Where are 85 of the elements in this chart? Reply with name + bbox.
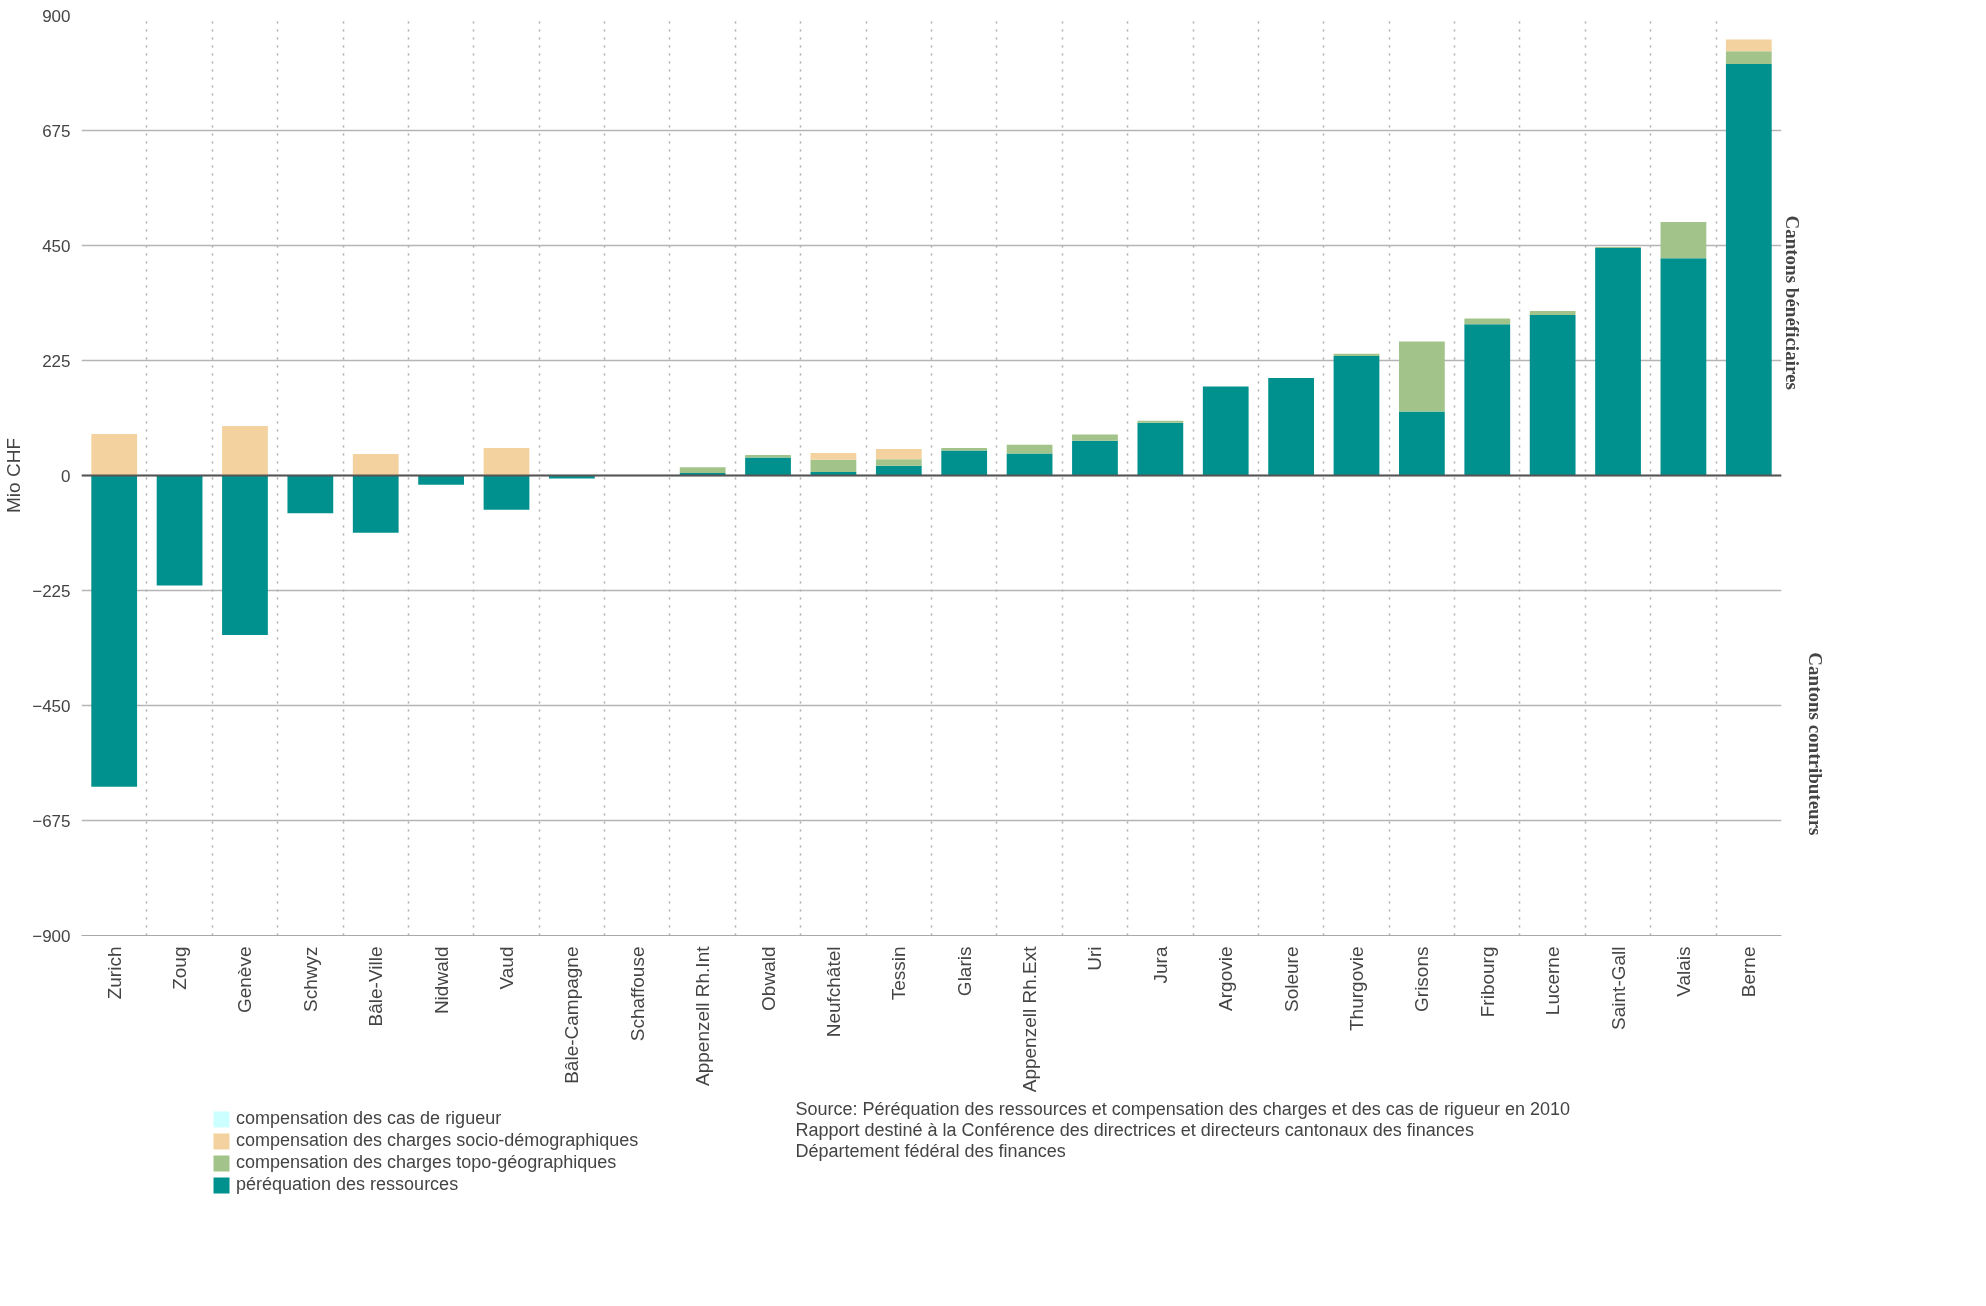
- x-tick-label: Thurgovie: [1346, 946, 1367, 1031]
- bar: [941, 450, 988, 476]
- bar: [1202, 386, 1249, 476]
- x-tick-label: Jura: [1149, 946, 1171, 984]
- bar: [1268, 377, 1314, 476]
- y-tick-label: 675: [42, 121, 71, 141]
- x-tick-label: Lucerne: [1542, 946, 1564, 1016]
- bar: [875, 459, 922, 466]
- bar: [1399, 411, 1445, 476]
- x-tick-label: Soleure: [1280, 946, 1302, 1012]
- x-tick-label: Grisons: [1411, 946, 1433, 1012]
- y-tick-label: −900: [32, 926, 71, 946]
- bar: [745, 455, 791, 458]
- x-tick-label: Schwyz: [299, 946, 321, 1012]
- x-tick-label: Nidwald: [430, 946, 452, 1015]
- bar: [875, 465, 922, 476]
- bar: [1399, 341, 1445, 412]
- x-tick-label: Schaffouse: [626, 946, 648, 1042]
- annotation: Cantons bénéficiaires: [1781, 215, 1803, 390]
- bar: [287, 475, 334, 514]
- bar: [1333, 353, 1380, 356]
- bar: [483, 447, 530, 476]
- x-tick-label: Argovie: [1215, 946, 1237, 1011]
- legend-label: péréquation des ressources: [236, 1174, 459, 1195]
- x-tick-label: Fribourg: [1476, 946, 1498, 1018]
- legend-label: compensation des charges topo-géographiques: [236, 1152, 617, 1173]
- bar: [745, 457, 791, 476]
- bar: [1333, 355, 1380, 476]
- source-note: Source: Péréquation des ressources et compensation des charges et des cas de rigueur en 2010: [795, 1098, 1570, 1119]
- legend-label: compensation des cas de rigueur: [236, 1108, 502, 1129]
- bar: [1725, 51, 1772, 65]
- bar: [810, 453, 857, 460]
- y-tick-label: −225: [32, 581, 71, 601]
- x-tick-label: Berne: [1738, 946, 1760, 998]
- bar: [352, 454, 399, 476]
- bar: [1006, 453, 1053, 476]
- bar: [1072, 440, 1118, 476]
- bar: [1529, 315, 1576, 476]
- x-tick-label: Neufchâtel: [822, 946, 844, 1038]
- bar: [679, 467, 726, 473]
- bar: [810, 459, 857, 472]
- x-tick-label: Uri: [1084, 946, 1106, 971]
- x-tick-label: Vaud: [496, 946, 517, 990]
- y-axis-title: Mio CHF: [3, 438, 25, 513]
- x-tick-label: Saint-Gall: [1607, 946, 1629, 1030]
- bar: [1006, 444, 1053, 454]
- x-tick-label: Appenzell Rh.Ext: [1019, 945, 1041, 1093]
- y-tick-label: 225: [42, 351, 71, 371]
- y-tick-label: −675: [32, 811, 71, 831]
- y-tick-label: −450: [32, 696, 71, 716]
- bar: [1660, 221, 1707, 259]
- bar: [1660, 258, 1707, 476]
- bar: [1464, 324, 1511, 476]
- bar: [1725, 64, 1772, 476]
- bar: [352, 475, 399, 533]
- x-tick-label: Genève: [234, 946, 256, 1014]
- text: Rapport destiné à la Conférence des directrices et directeurs cantonaux des finances: [795, 1119, 1474, 1140]
- y-tick-label: 900: [42, 6, 71, 26]
- bar: [1137, 422, 1184, 476]
- bar: [1137, 420, 1184, 423]
- x-tick-label: Valais: [1672, 946, 1694, 997]
- x-tick-label: Appenzell Rh.Int: [692, 945, 714, 1086]
- y-tick-label: 450: [42, 236, 71, 256]
- bar: [1529, 310, 1576, 316]
- x-tick-label: Zoug: [169, 946, 191, 990]
- x-tick-label: Bâle-Ville: [365, 946, 387, 1027]
- y-tick-label: 0: [61, 466, 71, 486]
- x-tick-label: Zurich: [103, 946, 125, 1000]
- x-tick-label: Tessin: [888, 946, 910, 1001]
- bar: [1595, 248, 1641, 476]
- bar: [1072, 434, 1118, 441]
- x-tick-label: Glaris: [953, 946, 975, 997]
- bar: [875, 448, 922, 460]
- legend-label: compensation des charges socio-démographiques: [236, 1130, 639, 1151]
- bar: [483, 475, 530, 510]
- bar: [1725, 39, 1772, 52]
- text: Cantons contributeurs: [1804, 652, 1826, 836]
- x-tick-label: Obwald: [757, 946, 779, 1011]
- bar: [222, 475, 268, 635]
- bar: [91, 434, 138, 476]
- bar: [222, 425, 268, 476]
- bar: [91, 475, 138, 787]
- text: Département fédéral des finances: [795, 1140, 1066, 1161]
- bar: [156, 475, 203, 586]
- x-tick-label: Bâle-Campagne: [561, 946, 583, 1084]
